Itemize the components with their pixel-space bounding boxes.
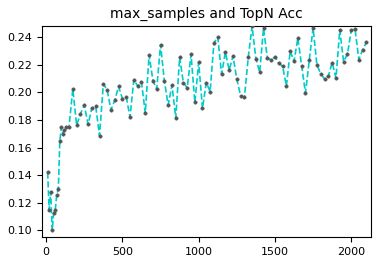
Title: max_samples and TopN Acc: max_samples and TopN Acc xyxy=(110,7,303,21)
